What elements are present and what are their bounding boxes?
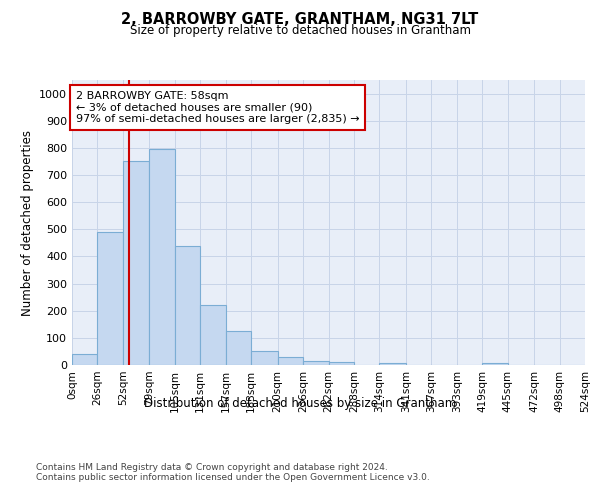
Bar [226,331,251,365]
Bar [200,306,226,365]
Bar [123,162,149,365]
Bar [329,362,354,365]
Text: 2 BARROWBY GATE: 58sqm
← 3% of detached houses are smaller (90)
97% of semi-deta: 2 BARROWBY GATE: 58sqm ← 3% of detached … [76,91,359,124]
Bar [175,246,200,365]
Text: Distribution of detached houses by size in Grantham: Distribution of detached houses by size … [144,398,456,410]
Bar [97,232,123,365]
Bar [278,358,303,365]
Bar [379,363,406,365]
Bar [303,362,329,365]
Bar [72,354,97,365]
Text: Contains HM Land Registry data © Crown copyright and database right 2024.
Contai: Contains HM Land Registry data © Crown c… [36,462,430,482]
Text: 2, BARROWBY GATE, GRANTHAM, NG31 7LT: 2, BARROWBY GATE, GRANTHAM, NG31 7LT [121,12,479,28]
Bar [149,149,175,365]
Text: Size of property relative to detached houses in Grantham: Size of property relative to detached ho… [130,24,470,37]
Y-axis label: Number of detached properties: Number of detached properties [20,130,34,316]
Bar [482,363,508,365]
Bar [251,351,278,365]
